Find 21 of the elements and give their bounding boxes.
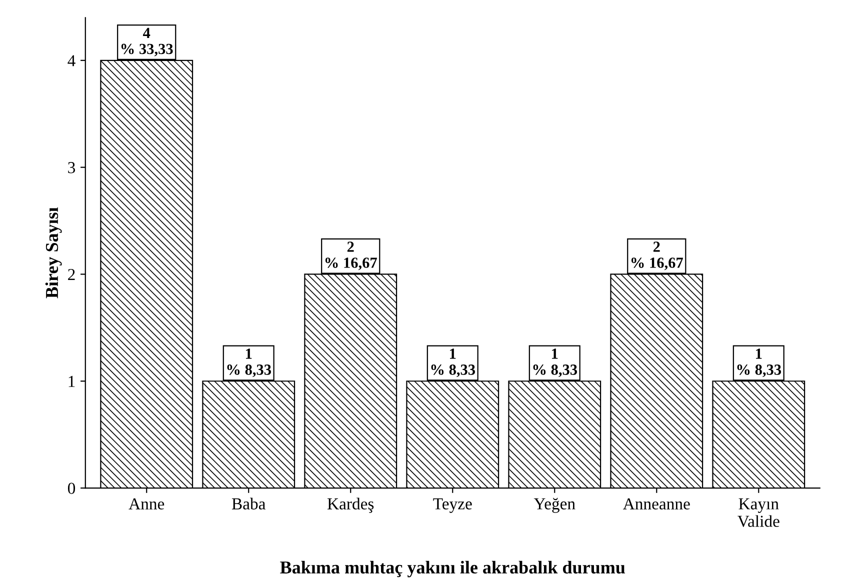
data-label: 2 % 16,67 (631, 242, 683, 270)
x-tick-label: Teyze (433, 498, 472, 513)
x-tick-label: Anne (128, 498, 164, 510)
data-label: 2 % 16,67 (325, 242, 377, 270)
y-tick-label: 2 (68, 268, 75, 280)
y-axis-title: Birey Sayısı (45, 207, 62, 298)
y-tick-label: 4 (68, 55, 76, 66)
data-label: 1 % 8,33 (431, 348, 476, 378)
y-tick-label: 1 (68, 376, 75, 387)
x-tick-label: Kardeş (327, 498, 374, 513)
data-label: 1 % 8,33 (533, 348, 578, 378)
y-tick-label: 3 (68, 162, 76, 174)
data-label: 1 % 8,33 (227, 348, 272, 378)
x-tick-label: Anneanne (623, 498, 690, 510)
data-label: 1 % 8,33 (737, 348, 782, 378)
data-label: 4 % 33,33 (121, 28, 173, 56)
x-tick-label: Baba (232, 498, 266, 510)
x-tick-label: Kayın Valide (738, 498, 780, 528)
y-tick-label: 0 (68, 482, 76, 494)
x-axis-title: Bakıma muhtaç yakını ile akrabalık durumu (280, 560, 625, 578)
x-tick-label: Yeğen (534, 498, 576, 513)
